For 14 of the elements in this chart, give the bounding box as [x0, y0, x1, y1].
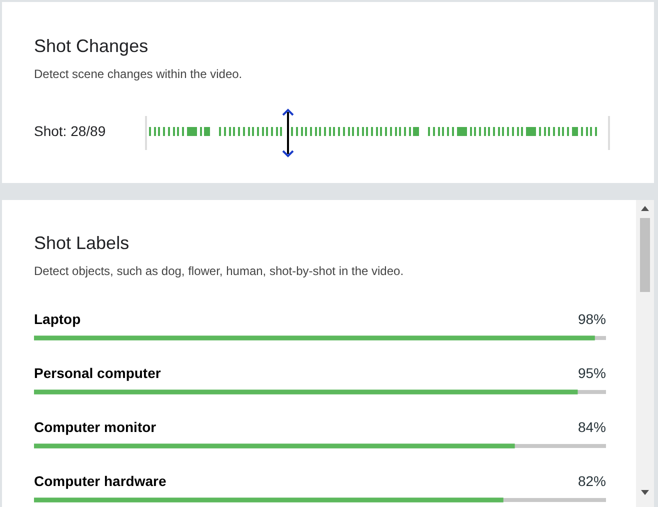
y-tick-label: Computer monitor: [34, 419, 157, 435]
chart-subtitle: Detect objects, such as dog, flower, human, shot-by-shot in the video.: [34, 264, 404, 278]
data-label: 82%: [578, 473, 606, 489]
data-label: 95%: [578, 365, 606, 381]
y-tick-label: Computer hardware: [34, 473, 166, 489]
data-label: 98%: [578, 311, 606, 327]
data-label: 84%: [578, 419, 606, 435]
bar: [34, 336, 595, 340]
chart-title: Shot Labels: [34, 233, 130, 254]
y-tick-label: Personal computer: [34, 365, 162, 381]
text: Shot Changes: [34, 36, 150, 57]
y-tick-label: Laptop: [34, 311, 81, 327]
text: Detect scene changes within the video.: [34, 67, 242, 81]
text: Shot: 28/89: [34, 123, 106, 139]
